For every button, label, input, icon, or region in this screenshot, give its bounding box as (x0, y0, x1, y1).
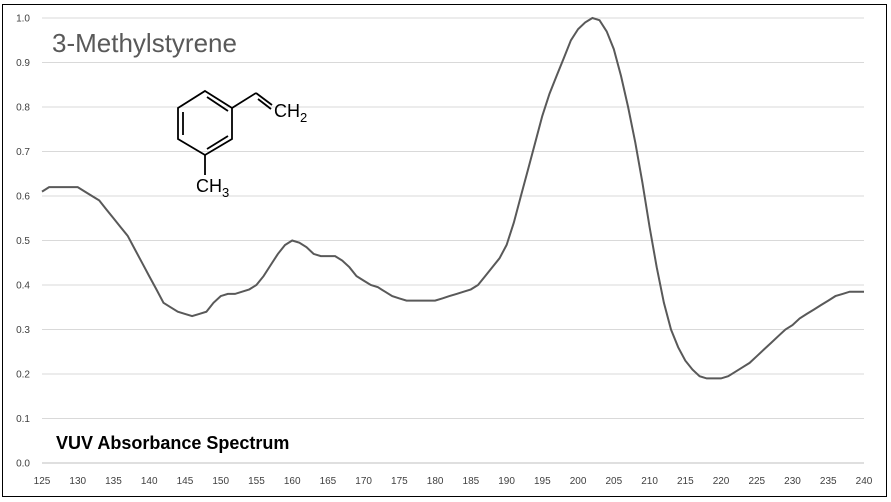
gridlines (42, 17, 864, 419)
y-tick-label: 0.1 (16, 414, 30, 425)
x-tick-label: 240 (856, 476, 873, 487)
y-tick-label: 0.7 (16, 147, 30, 158)
benzene-ring (177, 89, 233, 157)
y-tick-label: 0.6 (16, 192, 30, 203)
ch3-subscript: 3 (222, 185, 229, 200)
y-tick-label: 0.9 (16, 58, 30, 69)
x-tick-label: 200 (570, 476, 587, 487)
x-tick-label: 225 (748, 476, 765, 487)
x-tick-label: 235 (820, 476, 837, 487)
y-axis-ticks: 0.0 0.1 0.2 0.3 0.4 0.5 0.6 0.7 0.8 0.9 1.0 (16, 14, 30, 470)
x-tick-label: 185 (463, 476, 480, 487)
y-tick-label: 0.4 (16, 281, 30, 292)
ch2-main: CH (274, 101, 300, 121)
vinyl-double-bond-a (255, 92, 273, 106)
y-tick-label: 0.5 (16, 236, 30, 247)
x-tick-label: 215 (677, 476, 694, 487)
x-tick-label: 190 (498, 476, 515, 487)
x-tick-label: 195 (534, 476, 551, 487)
ring-double-bond-bottom (206, 135, 229, 150)
chart-title: 3-Methylstyrene (52, 28, 237, 58)
x-tick-label: 175 (391, 476, 408, 487)
molecule-structure (177, 89, 273, 175)
x-tick-label: 150 (212, 476, 229, 487)
ch3-main: CH (196, 176, 222, 196)
chart-frame (2, 4, 887, 497)
vinyl-bond (231, 92, 257, 109)
x-tick-label: 165 (320, 476, 337, 487)
x-tick-label: 125 (34, 476, 51, 487)
x-tick-label: 220 (713, 476, 730, 487)
x-tick-label: 130 (69, 476, 86, 487)
x-tick-label: 230 (784, 476, 801, 487)
x-tick-label: 155 (248, 476, 265, 487)
x-tick-label: 145 (177, 476, 194, 487)
x-tick-label: 170 (355, 476, 372, 487)
vinyl-double-bond-b (257, 98, 272, 110)
y-tick-label: 0.3 (16, 325, 30, 336)
x-tick-label: 180 (427, 476, 444, 487)
y-tick-label: 1.0 (16, 14, 30, 25)
x-tick-label: 205 (605, 476, 622, 487)
absorbance-series-line (41, 16, 864, 380)
ch2-subscript: 2 (300, 110, 307, 125)
x-tick-label: 135 (105, 476, 122, 487)
x-tick-label: 140 (141, 476, 158, 487)
y-tick-label: 0.8 (16, 103, 30, 114)
x-axis-ticks: 125 130 135 140 145 150 155 160 165 170 175 180 185 1… (34, 476, 873, 487)
chart-subtitle: VUV Absorbance Spectrum (56, 433, 289, 453)
ch3-label: CH3 (196, 176, 229, 200)
ring-double-bond-top (206, 96, 229, 112)
x-tick-label: 160 (284, 476, 301, 487)
y-tick-label: 0.0 (16, 459, 30, 470)
y-tick-label: 0.2 (16, 370, 30, 381)
ch2-label: CH2 (274, 101, 307, 125)
x-tick-label: 210 (641, 476, 658, 487)
